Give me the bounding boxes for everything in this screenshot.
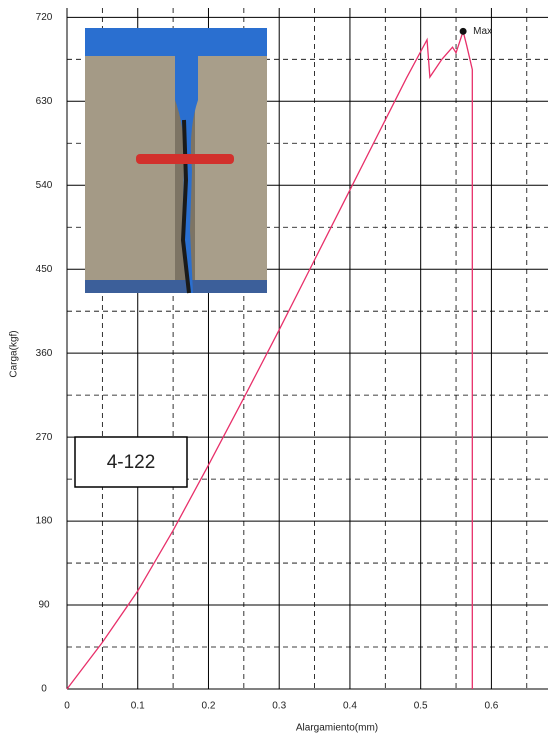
y-tick-label: 90: [38, 600, 50, 611]
photo-mark: [136, 154, 234, 164]
sample-label: 4-122: [107, 452, 156, 473]
max-annotation: Max: [473, 26, 492, 37]
photo-block: [85, 56, 175, 284]
data-line: [66, 28, 473, 690]
x-axis-label: Alargamiento(mm): [296, 723, 378, 734]
x-tick-label: 0.6: [484, 701, 498, 712]
x-tick-label: 0.2: [202, 701, 216, 712]
y-tick-label: 270: [36, 432, 53, 443]
sample-label-box: [74, 436, 188, 488]
x-tick-label: 0.1: [131, 701, 145, 712]
y-tick-label: 450: [36, 264, 53, 275]
photo-crack: [180, 119, 191, 294]
y-tick-label: 630: [36, 96, 53, 107]
x-tick-label: 0: [64, 701, 70, 712]
y-tick-label: 0: [41, 684, 47, 695]
x-tick-label: 0.5: [414, 701, 428, 712]
y-tick-label: 180: [36, 516, 53, 527]
plot: 0 0.1 0.2 0.3 0.4 0.5 0.6 0 90 180 270 360 450 540 630…: [36, 12, 499, 712]
max-marker: [459, 27, 467, 35]
grid: [66, 8, 548, 690]
x-tick-label: 0.3: [272, 701, 286, 712]
y-tick-label: 360: [36, 348, 53, 359]
x-tick-label: 0.4: [343, 701, 357, 712]
y-axis-label: Carga(kgf): [9, 330, 20, 377]
specimen-photo: [85, 28, 267, 294]
photo-block: [195, 56, 267, 284]
y-tick-label: 540: [36, 180, 53, 191]
y-tick-label: 720: [36, 12, 53, 23]
photo-base: [85, 280, 267, 293]
